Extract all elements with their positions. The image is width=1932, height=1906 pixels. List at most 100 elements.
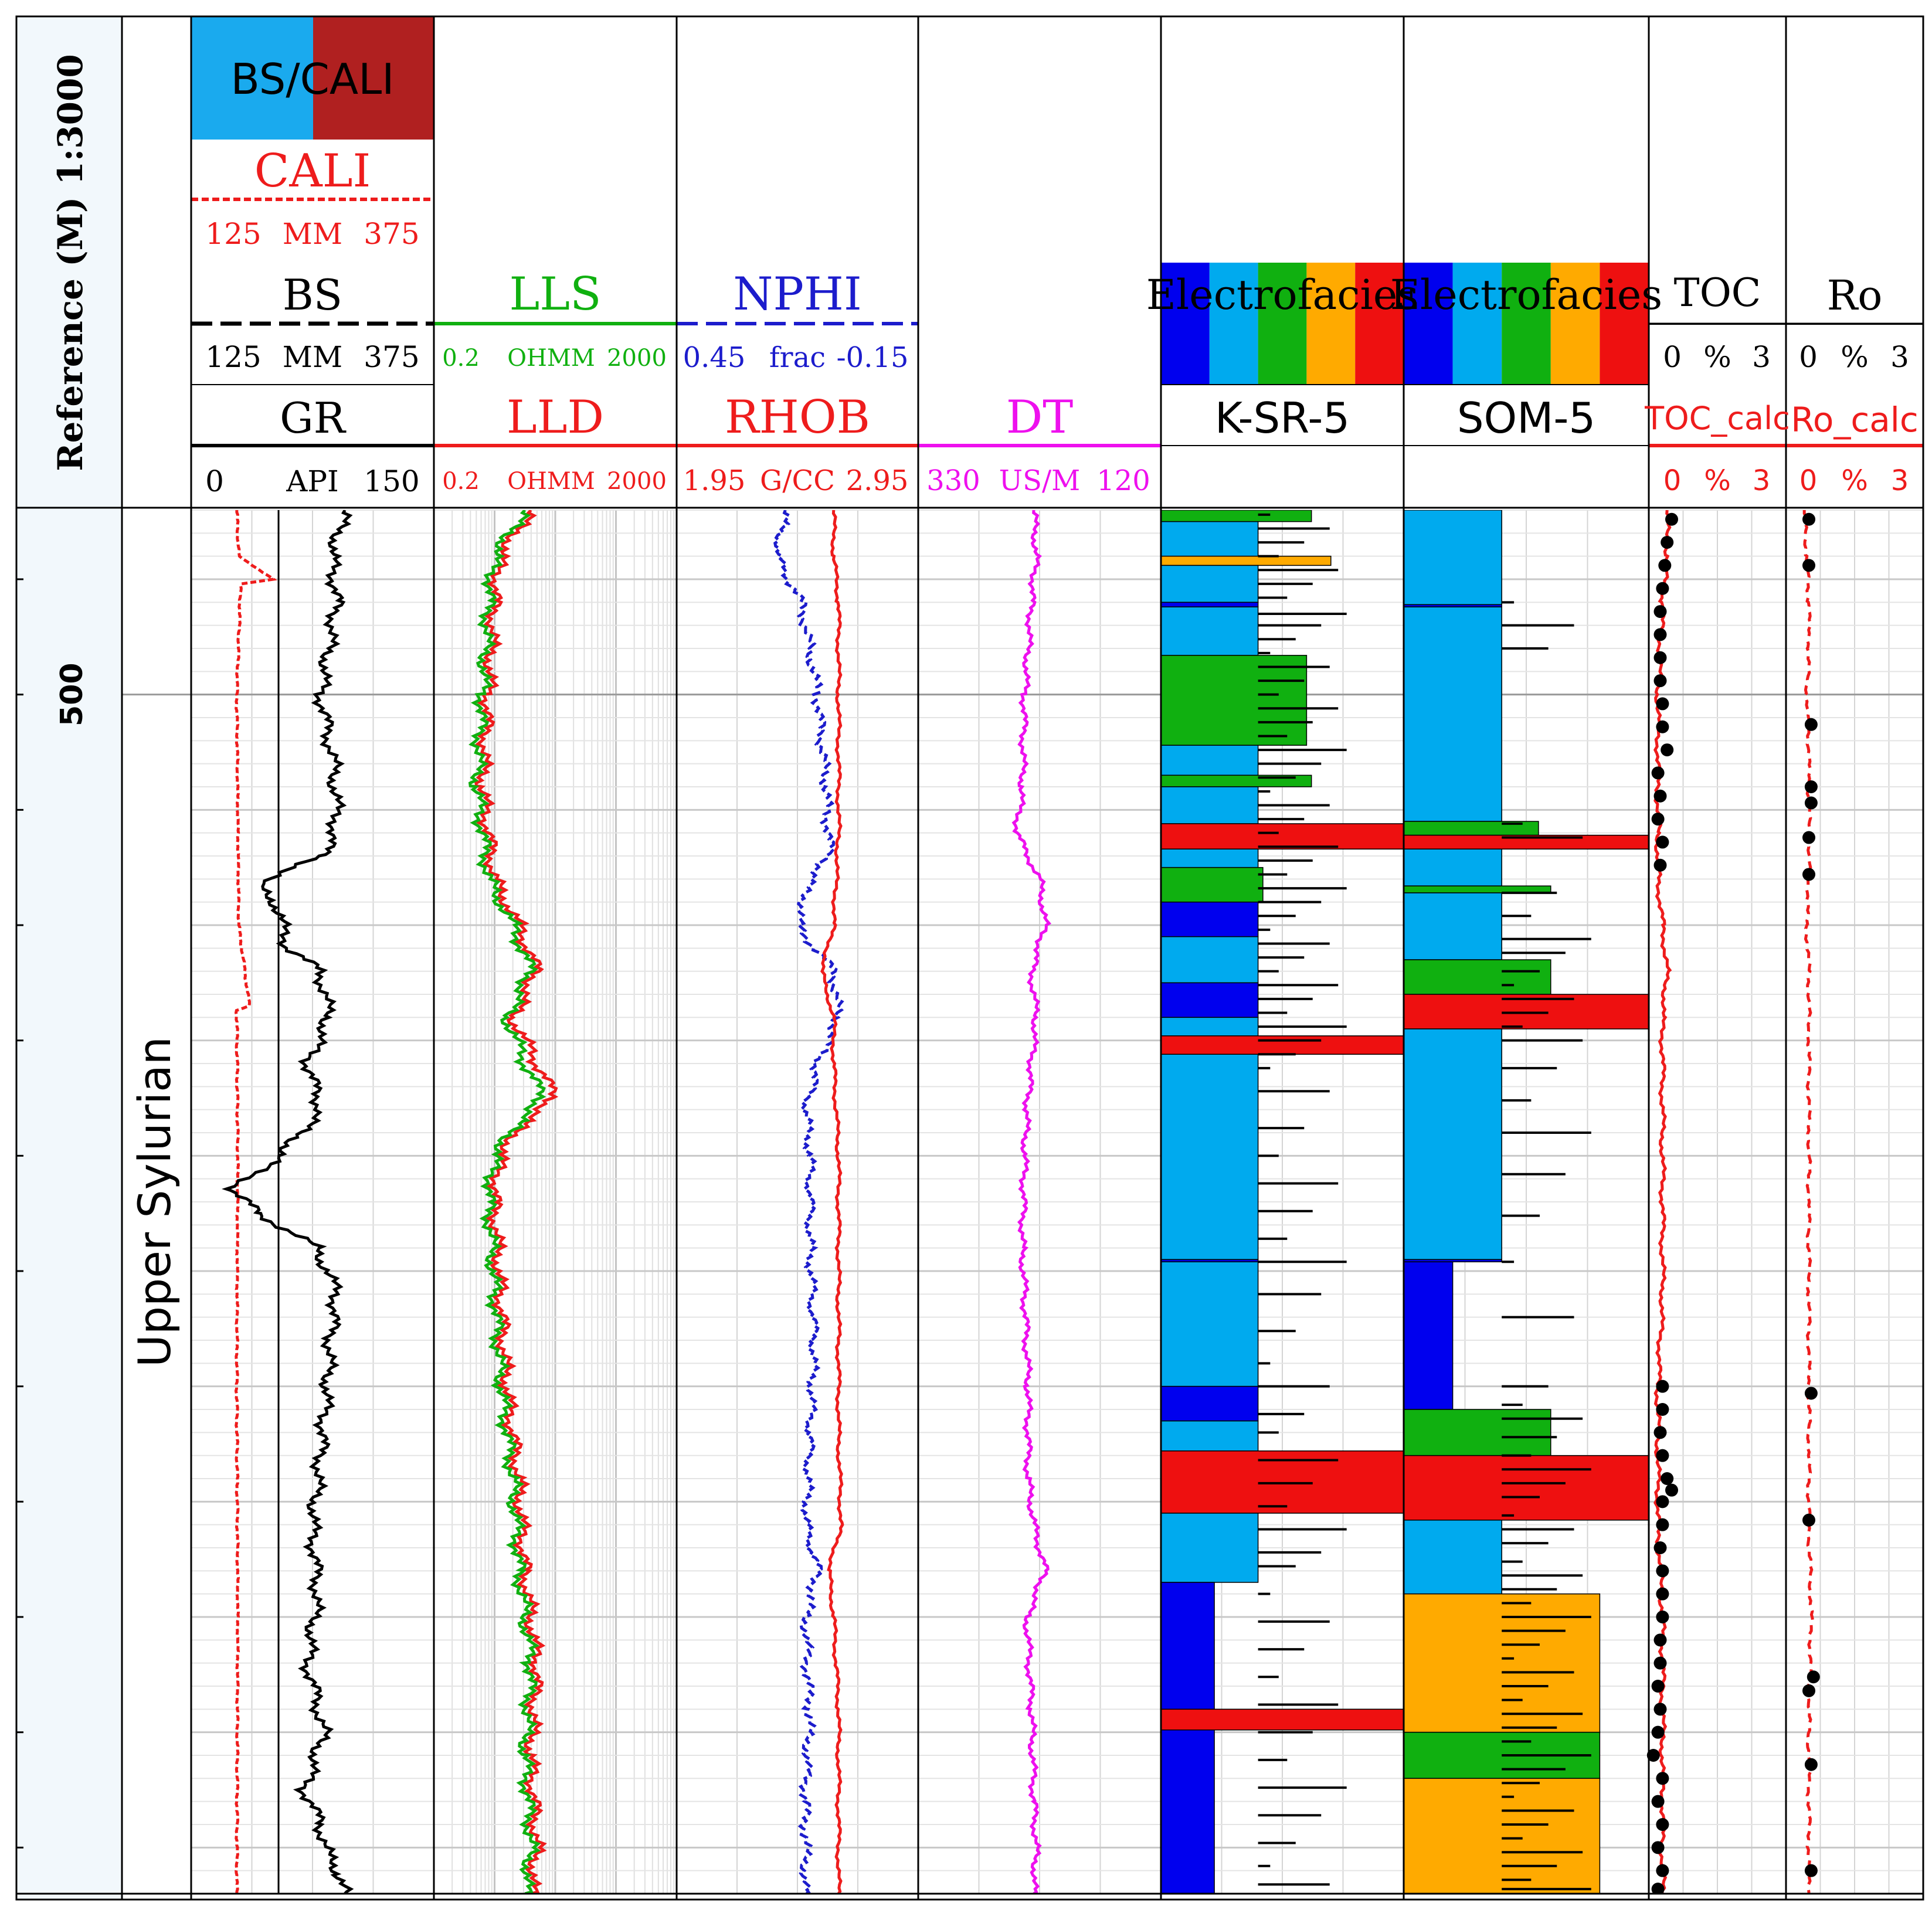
ksr-facies-block bbox=[1160, 602, 1259, 607]
toc-unit: % bbox=[1703, 340, 1731, 374]
interval-label: Upper Sylurian bbox=[128, 1037, 181, 1367]
toc-max: 3 bbox=[1752, 340, 1771, 374]
cali-min: 125 bbox=[205, 217, 261, 251]
ro-calc-unit: % bbox=[1841, 464, 1868, 497]
ro-point bbox=[1804, 1864, 1818, 1877]
toc-point bbox=[1656, 1495, 1669, 1509]
toc-point bbox=[1653, 1633, 1667, 1647]
toc-point bbox=[1656, 1611, 1669, 1623]
som-facies-block bbox=[1403, 606, 1502, 822]
ro-calc-curve-name: Ro_calc bbox=[1791, 400, 1919, 440]
ro-calc-max: 3 bbox=[1891, 464, 1909, 497]
lls-max: 2000 bbox=[607, 345, 667, 372]
rhob-curve bbox=[820, 510, 844, 1894]
ksr-facies-block bbox=[1160, 786, 1259, 824]
ksr-facies-block bbox=[1160, 1017, 1259, 1037]
ksr-facies-block bbox=[1160, 1708, 1404, 1731]
toc-point bbox=[1656, 582, 1669, 595]
som-name: SOM-5 bbox=[1457, 393, 1595, 443]
grid bbox=[16, 509, 1923, 1894]
toc-point bbox=[1656, 1772, 1669, 1785]
gr-curve-name: GR bbox=[280, 393, 347, 443]
toc-point bbox=[1651, 1725, 1665, 1739]
dt-curve-name: DT bbox=[1006, 391, 1074, 444]
ksr-name: K-SR-5 bbox=[1215, 393, 1350, 443]
curves bbox=[222, 510, 1820, 1894]
facies-swatch-lightblue bbox=[1209, 263, 1258, 385]
lls-curve bbox=[468, 510, 546, 1894]
nphi-unit: frac bbox=[769, 341, 826, 374]
gr-max: 150 bbox=[364, 464, 419, 498]
som-facies-block bbox=[1403, 1028, 1502, 1261]
toc-point bbox=[1653, 605, 1667, 619]
dt-max: 120 bbox=[1096, 464, 1150, 497]
ro-calc-min: 0 bbox=[1799, 464, 1818, 497]
nphi-min: 0.45 bbox=[683, 341, 746, 374]
ksr-facies-block bbox=[1160, 1035, 1404, 1055]
ksr-facies-block bbox=[1160, 848, 1259, 868]
ro-point bbox=[1802, 831, 1815, 844]
lld-max: 2000 bbox=[607, 468, 667, 495]
ro-point bbox=[1804, 1758, 1818, 1771]
dt-unit: US/M bbox=[999, 464, 1081, 497]
ro-point bbox=[1804, 718, 1818, 731]
toc-calc-max: 3 bbox=[1753, 464, 1771, 497]
ro-curve-name: Ro bbox=[1827, 271, 1883, 320]
depth-tick-label: 500 bbox=[55, 662, 90, 726]
ksr-facies-block bbox=[1160, 823, 1404, 850]
toc-point bbox=[1653, 1426, 1667, 1439]
cali-curve bbox=[234, 510, 277, 1894]
toc-point bbox=[1646, 1749, 1660, 1762]
toc-calc-min: 0 bbox=[1663, 464, 1682, 497]
ro-point bbox=[1804, 780, 1818, 793]
column-borders bbox=[15, 15, 1924, 1901]
ksr-facies-block bbox=[1160, 606, 1259, 656]
ro-point bbox=[1802, 559, 1815, 572]
facies-swatch-red bbox=[1355, 263, 1404, 385]
som-facies-block bbox=[1403, 1409, 1551, 1456]
som-facies-block bbox=[1403, 1593, 1601, 1733]
facies-swatch-blue bbox=[1404, 263, 1453, 385]
rhob-max: 2.95 bbox=[846, 464, 909, 497]
toc-point bbox=[1658, 559, 1672, 572]
bs-fill-swatch bbox=[191, 16, 313, 140]
som-title: Electrofacies bbox=[1390, 271, 1662, 319]
ksr-facies-block bbox=[1160, 936, 1259, 984]
cali-fill-swatch bbox=[313, 16, 434, 140]
som-facies-block bbox=[1403, 848, 1502, 886]
dt-curve bbox=[1011, 510, 1051, 1894]
som-facies-block bbox=[1403, 892, 1502, 960]
gr-curve bbox=[222, 510, 354, 1894]
facies-swatch-orange bbox=[1306, 263, 1356, 385]
toc-point bbox=[1653, 1541, 1667, 1554]
toc-point bbox=[1656, 1449, 1669, 1462]
ksr-facies-block bbox=[1160, 510, 1312, 522]
lld-curve-name: LLD bbox=[507, 391, 604, 444]
ksr-facies-block bbox=[1160, 1729, 1215, 1894]
ksr-title: Electrofacies bbox=[1146, 271, 1418, 319]
rhob-min: 1.95 bbox=[683, 464, 746, 497]
toc-curve-name: TOC bbox=[1674, 270, 1761, 315]
toc-point bbox=[1651, 1841, 1665, 1854]
ro-calc-curve bbox=[1802, 510, 1815, 1894]
ro-point bbox=[1802, 868, 1815, 881]
lls-curve-name: LLS bbox=[509, 268, 601, 321]
toc-point bbox=[1653, 628, 1667, 641]
facies-swatch-red bbox=[1600, 263, 1649, 385]
facies-swatch-lightblue bbox=[1452, 263, 1502, 385]
lld-unit: OHMM bbox=[507, 468, 595, 495]
toc-point bbox=[1656, 835, 1669, 849]
som-facies-block bbox=[1403, 510, 1502, 606]
ksr-facies-block bbox=[1160, 655, 1308, 746]
toc-point bbox=[1651, 1883, 1665, 1894]
toc-point bbox=[1653, 789, 1667, 803]
toc-point bbox=[1656, 1564, 1669, 1578]
cali-max: 375 bbox=[364, 217, 419, 251]
toc-point bbox=[1653, 651, 1667, 664]
toc-point bbox=[1651, 1680, 1665, 1693]
nphi-curve bbox=[773, 510, 844, 1894]
ksr-facies-block bbox=[1160, 901, 1259, 937]
depth-axis-label: Reference (M) 1:3000 bbox=[50, 54, 90, 471]
toc-point bbox=[1656, 1380, 1669, 1393]
facies-swatch-green bbox=[1258, 263, 1307, 385]
